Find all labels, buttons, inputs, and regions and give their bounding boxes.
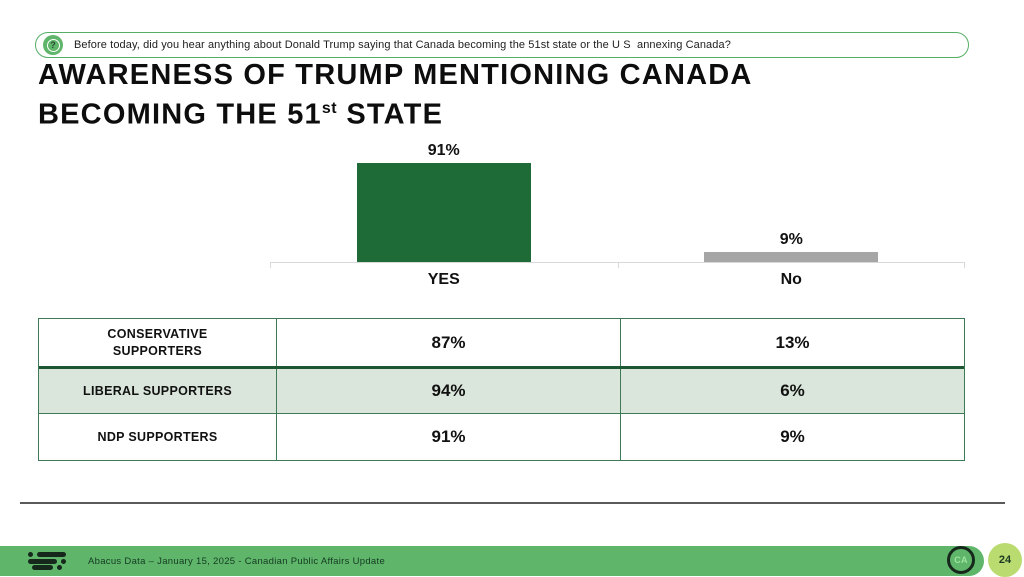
yes-value: 87%: [276, 319, 620, 366]
row-label: NDP SUPPORTERS: [97, 429, 218, 444]
chart-plot-area: 91% 9%: [270, 137, 966, 268]
page-title-line2: BECOMING THE 51: [38, 98, 322, 131]
yes-value: 94%: [276, 369, 620, 413]
awareness-bar-chart: 91% 9% YES No: [270, 137, 965, 289]
question-mark-glyph: ?: [46, 38, 60, 52]
page-title-superscript: st: [321, 100, 338, 117]
bar-no: [704, 252, 879, 262]
party-breakdown-table: CONSERVATIVE SUPPORTERS 87% 13% LIBERAL …: [38, 318, 965, 461]
axis-tick: [964, 262, 965, 268]
bar-yes: [356, 162, 531, 262]
category-label-yes: YES: [427, 271, 460, 288]
bar-group-no: 9%: [618, 137, 966, 262]
footer-divider-line: [20, 502, 1005, 504]
category-label-no: No: [780, 271, 802, 288]
table-row-conservative: CONSERVATIVE SUPPORTERS 87% 13%: [39, 319, 964, 366]
page-number-badge: 24: [988, 543, 1022, 577]
page-title-line2-end: STATE: [337, 98, 444, 131]
survey-question-text: Before today, did you hear anything abou…: [74, 39, 731, 51]
page-title-line1: AWARENESS OF TRUMP MENTIONING CANADA: [38, 59, 753, 91]
row-label: CONSERVATIVE SUPPORTERS: [107, 327, 208, 358]
survey-question-box: ? Before today, did you hear anything ab…: [35, 32, 969, 58]
footer-source-text: Abacus Data – January 15, 2025 - Canadia…: [88, 555, 386, 567]
table-row-liberal: LIBERAL SUPPORTERS 94% 6%: [39, 366, 964, 413]
ca-logo-badge: CA: [947, 546, 975, 574]
axis-tick: [270, 262, 271, 268]
bar-value-label-yes: 91%: [427, 141, 460, 159]
abacus-data-logo-icon: [28, 552, 68, 570]
footer-bar: Abacus Data – January 15, 2025 - Canadia…: [0, 546, 984, 576]
category-axis: YES No: [270, 263, 965, 289]
page-title: AWARENESS OF TRUMP MENTIONING CANADA BECO…: [38, 58, 753, 132]
question-mark-icon: ?: [43, 35, 63, 55]
no-value: 9%: [620, 414, 964, 460]
no-value: 6%: [620, 369, 964, 413]
yes-value: 91%: [276, 414, 620, 460]
bar-value-label-no: 9%: [779, 231, 803, 249]
row-label: LIBERAL SUPPORTERS: [83, 383, 232, 398]
no-value: 13%: [620, 319, 964, 366]
axis-tick: [617, 262, 619, 268]
table-row-ndp: NDP SUPPORTERS 91% 9%: [39, 413, 964, 460]
bar-group-yes: 91%: [270, 137, 618, 262]
